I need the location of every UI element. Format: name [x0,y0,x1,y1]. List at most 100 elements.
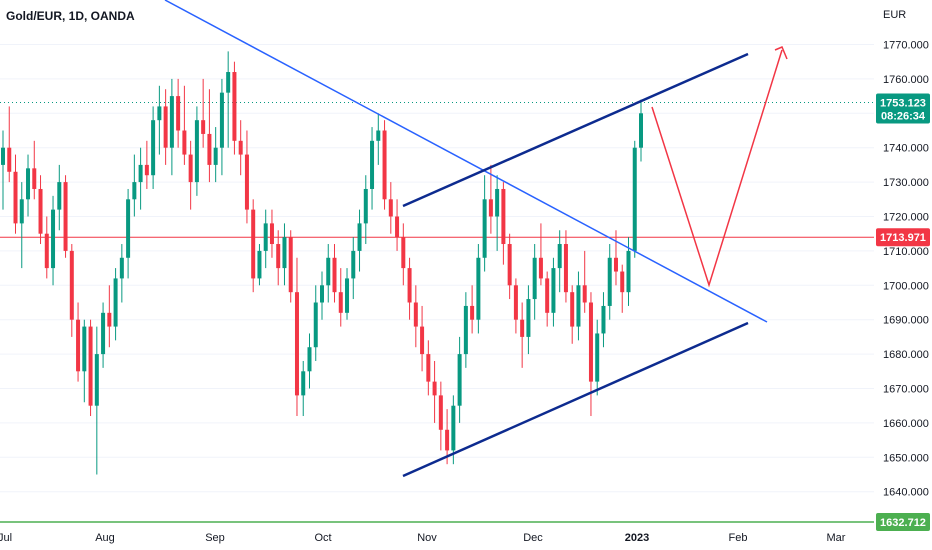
candle [163,89,168,165]
candle-body [238,140,243,155]
x-tick-label: Mar [827,532,846,544]
descending-trendline [164,0,768,323]
candle [151,106,156,189]
candle [445,409,450,465]
candle [501,182,506,265]
candle-body [420,326,425,355]
candle-body [320,285,324,303]
candle-body [201,120,206,134]
candle-body [257,250,262,279]
candle [482,175,487,272]
candle [388,182,393,234]
candle-body [107,312,112,327]
candle [507,233,512,300]
candle [101,302,106,368]
candle [194,106,199,196]
candle-body [13,171,18,224]
y-tick-label: 1700.000 [883,280,929,292]
y-tick-label: 1730.000 [883,177,929,189]
drawings-layer[interactable] [164,0,788,478]
candle [607,244,612,320]
candle-body [488,199,493,217]
candle [132,154,137,217]
candle-body [470,305,475,320]
candle-body [601,305,606,334]
candle [613,230,618,286]
candle-body [457,354,462,406]
candle [269,209,274,258]
candle [251,199,256,293]
candle [88,319,93,417]
projection-arrowhead [774,46,788,60]
candle-body [545,278,550,313]
candle [363,175,368,245]
candle-body [588,302,593,382]
candle-body [263,223,268,251]
candle [244,130,249,224]
candle-body [151,120,156,176]
y-tick-label: 1690.000 [883,315,929,327]
candle [620,264,625,313]
candle [144,140,149,189]
candle [407,257,412,320]
candle-body [126,199,131,258]
candle-body [338,292,343,313]
candle-body [376,130,381,141]
candle-body [282,237,287,269]
x-tick-label: Oct [314,532,331,544]
candle [307,333,312,389]
candle [639,99,643,162]
candle-body [476,257,481,320]
candle-body [463,305,468,355]
candle [257,244,262,286]
candle [82,319,87,403]
candle-body [307,347,312,372]
candle-body [501,188,506,245]
candle-body [288,237,293,293]
candle [263,209,268,269]
candle [19,182,24,269]
candle [69,244,74,337]
candle [338,268,343,327]
candle [326,244,331,303]
x-tick-label: Sep [205,532,225,544]
candle [420,305,425,372]
candle [232,61,237,155]
candle [1,130,5,210]
candle [520,302,525,368]
candle-body [557,244,562,269]
candle [576,271,581,341]
candle [582,250,587,313]
time-axis[interactable]: Jul Aug Sep Oct Nov Dec 2023 Feb Mar [0,532,846,544]
candle [370,127,375,210]
candle-body [176,96,181,131]
candle-body [7,147,12,172]
candle-body [620,271,625,293]
y-tick-label: 1650.000 [883,452,929,464]
candle [432,360,437,423]
candle [545,271,550,327]
candle [288,230,293,303]
candle-body [582,285,587,303]
candle [320,271,324,320]
candle [426,340,431,396]
candle [538,223,543,286]
candles-layer [1,51,643,475]
candle [513,278,518,334]
candle [301,360,306,417]
x-tick-label: Jul [0,532,12,544]
candle [57,164,62,231]
bottom-price-tag [876,513,930,531]
candle [7,106,12,183]
candle [26,154,31,217]
candle-body [426,354,431,382]
candle [351,237,356,300]
candle [357,209,362,272]
bottom-price-value: 1632.712 [880,517,926,529]
candle [176,78,181,148]
candle-body [63,182,68,251]
candle-body [639,113,643,148]
candle-body [388,199,393,217]
